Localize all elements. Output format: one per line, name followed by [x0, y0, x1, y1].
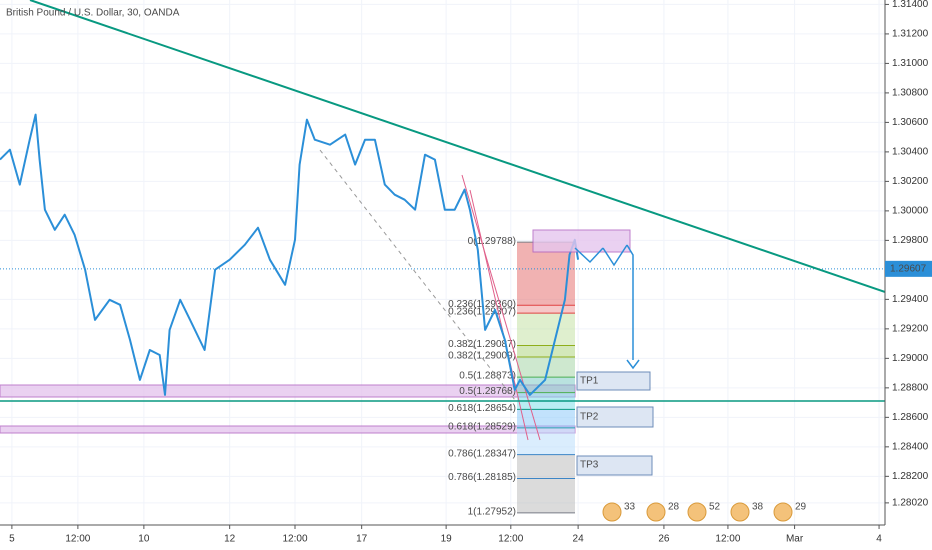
event-icon — [646, 502, 666, 522]
fib-label: 0(1.29788) — [468, 236, 516, 247]
event-count: 52 — [709, 502, 721, 513]
x-tick-label: 12:00 — [715, 534, 740, 545]
y-tick-label: 1.30400 — [892, 147, 929, 158]
fib-zone — [517, 305, 575, 314]
fib-zone — [517, 478, 575, 513]
projection-line — [319, 149, 516, 401]
y-tick-label: 1.30800 — [892, 88, 929, 99]
y-tick-label: 1.29200 — [892, 324, 929, 335]
fib-label: 0.618(1.28529) — [448, 421, 516, 432]
arrow-head — [626, 359, 640, 370]
axes: 1.31400 1.31200 1.31000 1.30800 1.30600 1.304… — [9, 0, 932, 545]
last-price-label: 1.29607 — [890, 263, 927, 274]
fib-zone — [517, 377, 575, 393]
channel-line — [469, 189, 529, 441]
event-icon — [773, 502, 793, 522]
fib-label: 1(1.27952) — [468, 507, 516, 518]
y-tick-label: 1.31400 — [892, 0, 929, 10]
fib-label: 0.618(1.28654) — [448, 403, 516, 414]
y-tick-label: 1.29800 — [892, 235, 929, 246]
target-zone — [532, 229, 631, 253]
x-tick-label: 4 — [876, 534, 882, 545]
event-count: 29 — [795, 502, 807, 513]
tp-box — [576, 406, 654, 428]
y-tick-label: 1.28200 — [892, 471, 929, 482]
x-tick-label: 12:00 — [65, 534, 90, 545]
x-tick-label: 26 — [658, 534, 670, 545]
tp-box — [576, 455, 653, 476]
fib-zone — [517, 357, 575, 378]
event-icon — [687, 502, 707, 522]
x-tick-label: 12:00 — [282, 534, 307, 545]
fib-zones: 0(1.29788)0.236(1.29360)0.236(1.29307)0.… — [448, 236, 575, 518]
y-tick-label: 1.30600 — [892, 117, 929, 128]
fib-label: 0.382(1.29009) — [448, 351, 516, 362]
tp-label: TP2 — [580, 412, 599, 423]
fib-label: 0.786(1.28347) — [448, 448, 516, 459]
y-tick-label: 1.28020 — [892, 498, 929, 509]
x-tick-label: 5 — [9, 534, 15, 545]
x-tick-label: 12:00 — [498, 534, 523, 545]
event-count: 33 — [624, 502, 636, 513]
y-tick-label: 1.28600 — [892, 412, 929, 423]
x-tick-label: 17 — [356, 534, 368, 545]
fib-label: 0.5(1.28768) — [459, 386, 516, 397]
fib-label: 0.236(1.29307) — [448, 307, 516, 318]
x-tick-label: 12 — [224, 534, 236, 545]
y-tick-label: 1.30000 — [892, 206, 929, 217]
fib-label: 0.786(1.28185) — [448, 472, 516, 483]
y-tick-label: 1.31000 — [892, 58, 929, 69]
tp-label: TP3 — [580, 460, 599, 471]
y-tick-label: 1.29400 — [892, 294, 929, 305]
event-count: 28 — [668, 502, 680, 513]
y-tick-label: 1.30200 — [892, 176, 929, 187]
chart-title: British Pound / U.S. Dollar, 30, OANDA — [6, 8, 180, 19]
y-tick-label: 1.29000 — [892, 353, 929, 364]
fib-label: 0.5(1.28873) — [459, 371, 516, 382]
y-tick-label: 1.31200 — [892, 29, 929, 40]
tp-label: TP1 — [580, 376, 599, 387]
fib-zone — [517, 345, 575, 358]
event-icon — [602, 502, 622, 522]
last-price-box — [885, 260, 932, 277]
event-count: 38 — [752, 502, 764, 513]
event-icon — [730, 502, 750, 522]
events: 33 28 52 38 29 — [602, 502, 807, 522]
series — [0, 113, 885, 396]
x-tick-label: 19 — [441, 534, 453, 545]
x-tick-label: 24 — [573, 534, 585, 545]
trend-line — [29, 0, 932, 309]
forecast-arrow — [574, 244, 634, 360]
fib-zone — [517, 313, 575, 346]
y-tick-label: 1.28800 — [892, 382, 929, 393]
y-tick-label: 1.28400 — [892, 441, 929, 452]
x-tick-label: 10 — [138, 534, 150, 545]
fib-label: 0.382(1.29087) — [448, 339, 516, 350]
x-tick-label: Mar — [786, 534, 804, 545]
fib-zone — [517, 409, 575, 428]
channel-line — [461, 174, 541, 441]
fib-zone — [517, 454, 575, 479]
tp-box — [576, 371, 651, 391]
price-line — [0, 113, 580, 396]
